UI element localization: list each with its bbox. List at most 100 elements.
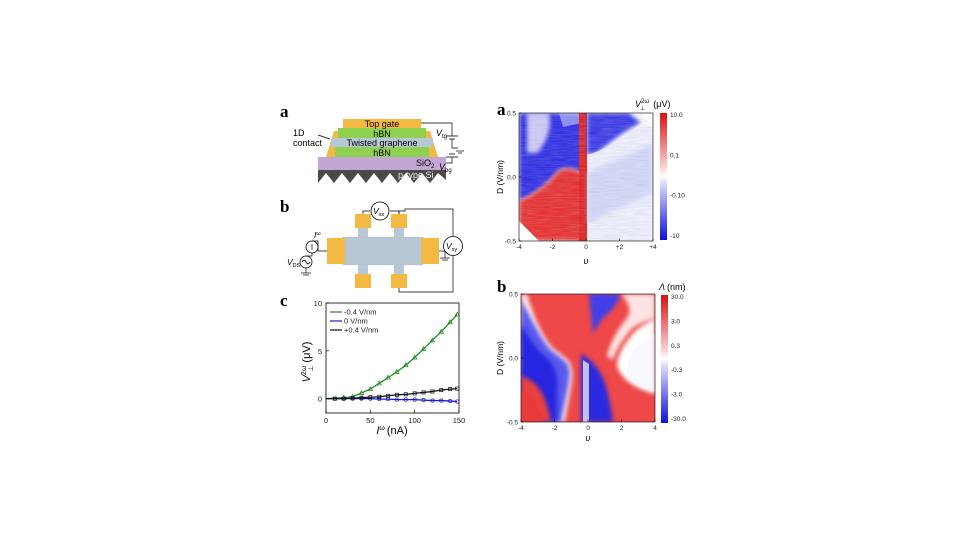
- heatmap-xtick-label: 0: [584, 244, 588, 251]
- iv-data-point: [455, 386, 460, 391]
- iv-data-point: [332, 396, 337, 401]
- iv-data-point: [420, 345, 427, 351]
- vtg-label: Vtg: [436, 128, 447, 140]
- contact-label-line2: contact: [293, 138, 323, 148]
- heatmap2-ylabel: D (V/nm): [495, 341, 505, 375]
- si-label: p-type Si: [398, 170, 434, 180]
- voltage-heatmap: -4 -2 0 +2 +4 0.5 0.0 -0.5: [505, 111, 657, 252]
- colorbar-tick-label: -0.10: [670, 193, 685, 200]
- iv-data-point: [411, 354, 418, 360]
- probe-pad-2: [391, 214, 407, 228]
- iv-data-point: [358, 389, 365, 395]
- iv-data-point: [385, 374, 391, 380]
- vxy-label: Vxy: [446, 241, 457, 253]
- iv-data-point: [394, 397, 399, 402]
- iv-data-point: [377, 397, 382, 402]
- iv-series-line: [325, 314, 458, 400]
- legend-entry-zero: 0 V/nm: [344, 317, 368, 326]
- colorbar-tick-label: -10: [670, 233, 680, 240]
- heatmap-xtick-label: +4: [649, 244, 657, 251]
- heatmap-ytick-label: 0.0: [507, 175, 516, 182]
- iv-plot: 0 50 100 150 0 5 10 -0.4 V/nm 0 V/nm +0.4 V/nm: [314, 299, 466, 425]
- iv-data-point: [386, 393, 391, 398]
- iv-data-point: [448, 387, 453, 392]
- heatmap-xtick-label: -2: [550, 244, 556, 251]
- tg-wire: [421, 122, 453, 136]
- vbg-label: Vbg: [439, 162, 452, 174]
- probe-pad-4: [391, 274, 407, 288]
- colorbar-tick-label: 10.0: [670, 112, 683, 119]
- heatmap-xtick-label: -4: [518, 425, 524, 432]
- iv-data-point: [438, 328, 445, 334]
- iv-data-point: [341, 396, 346, 401]
- probe-pad-3: [355, 274, 371, 288]
- iv-data-point: [439, 398, 444, 403]
- hbn-bottom-label: hBN: [373, 148, 391, 158]
- heatmap2-xlabel: υ: [586, 433, 591, 443]
- heatmap-ytick-label: 0.5: [507, 111, 516, 118]
- probe-pad-1: [355, 214, 371, 228]
- heatmap-ytick-label: 0.0: [509, 356, 518, 363]
- iv-data-point: [429, 337, 436, 343]
- colorbar-tick-label: 3.0: [671, 318, 680, 325]
- iv-data-point: [350, 396, 355, 401]
- heatmap-ytick-label: 0.5: [509, 292, 518, 299]
- iv-data-point: [430, 398, 435, 403]
- colorbar-tick-label: -0.3: [671, 367, 683, 374]
- colorbar-2: [661, 295, 668, 423]
- hbn-bottom-layer: [335, 146, 429, 157]
- iv-data-point: [412, 391, 417, 396]
- drain-pad: [421, 238, 439, 264]
- iv-ytick-label: 5: [318, 347, 322, 356]
- legend-entry-pos: +0.4 V/nm: [344, 326, 378, 335]
- iv-data-point: [455, 399, 460, 404]
- colorbar-tick-label: 0.1: [670, 152, 679, 159]
- hbn-top-layer: [338, 128, 426, 138]
- colorbar-1: [660, 113, 667, 240]
- iv-data-point: [448, 398, 453, 404]
- iv-xtick-label: 100: [408, 416, 421, 425]
- colorbar1-title: V2ω ⊥ (μV): [635, 99, 670, 112]
- heatmap-xtick-label: +2: [616, 244, 624, 251]
- iv-data-point: [394, 368, 400, 374]
- iv-data-point: [359, 395, 364, 400]
- iv-legend: -0.4 V/nm 0 V/nm +0.4 V/nm: [330, 308, 378, 335]
- source-pad: [327, 238, 345, 264]
- si-substrate: [318, 170, 446, 183]
- heatmap-ytick-label: -0.5: [507, 420, 519, 427]
- vxy-meter: [443, 236, 463, 256]
- iv-xtick-label: 50: [366, 416, 374, 425]
- iv-data-point: [439, 388, 444, 392]
- colorbar2-title: Λ (nm): [658, 282, 686, 292]
- legend-entry-neg: -0.4 V/nm: [344, 308, 377, 317]
- iv-data-point: [403, 362, 409, 368]
- iv-data-point: [403, 392, 408, 397]
- iv-series-line: [326, 387, 458, 400]
- iv-data-point: [421, 390, 426, 395]
- panel-label-right-a: a: [497, 100, 506, 119]
- sio2-label: SiO2: [416, 158, 435, 170]
- graphene-label: Twisted graphene: [346, 138, 417, 148]
- heatmap-xtick-label: 2: [620, 425, 624, 432]
- iv-xlabel: Iω (nA): [376, 425, 407, 437]
- panel-label-right-b: b: [497, 277, 506, 296]
- iv-data-point: [447, 319, 453, 325]
- iv-data-point: [394, 392, 399, 397]
- iv-data-point: [412, 397, 417, 402]
- colorbar-tick-label: -3.0: [671, 392, 683, 399]
- iv-data-point: [403, 397, 408, 402]
- heatmap-ytick-label: -0.5: [505, 239, 517, 246]
- heatmap-xtick-label: -2: [552, 425, 558, 432]
- iw-label: Iω: [314, 230, 321, 240]
- iv-ytick-label: 0: [318, 395, 322, 404]
- bg-wire: [446, 157, 453, 164]
- top-gate-label: Top gate: [365, 119, 400, 129]
- panel-label-left-a: a: [280, 102, 289, 121]
- panel-label-left-b: b: [280, 197, 289, 216]
- device-stack: Top gate hBN Twisted graphene hBN SiO2 p…: [293, 119, 464, 183]
- iv-ytick-label: 10: [314, 299, 322, 308]
- vxx-label: Vxx: [373, 206, 384, 218]
- colorbar-tick-label: 30.0: [671, 294, 684, 301]
- iv-data-point: [367, 386, 374, 392]
